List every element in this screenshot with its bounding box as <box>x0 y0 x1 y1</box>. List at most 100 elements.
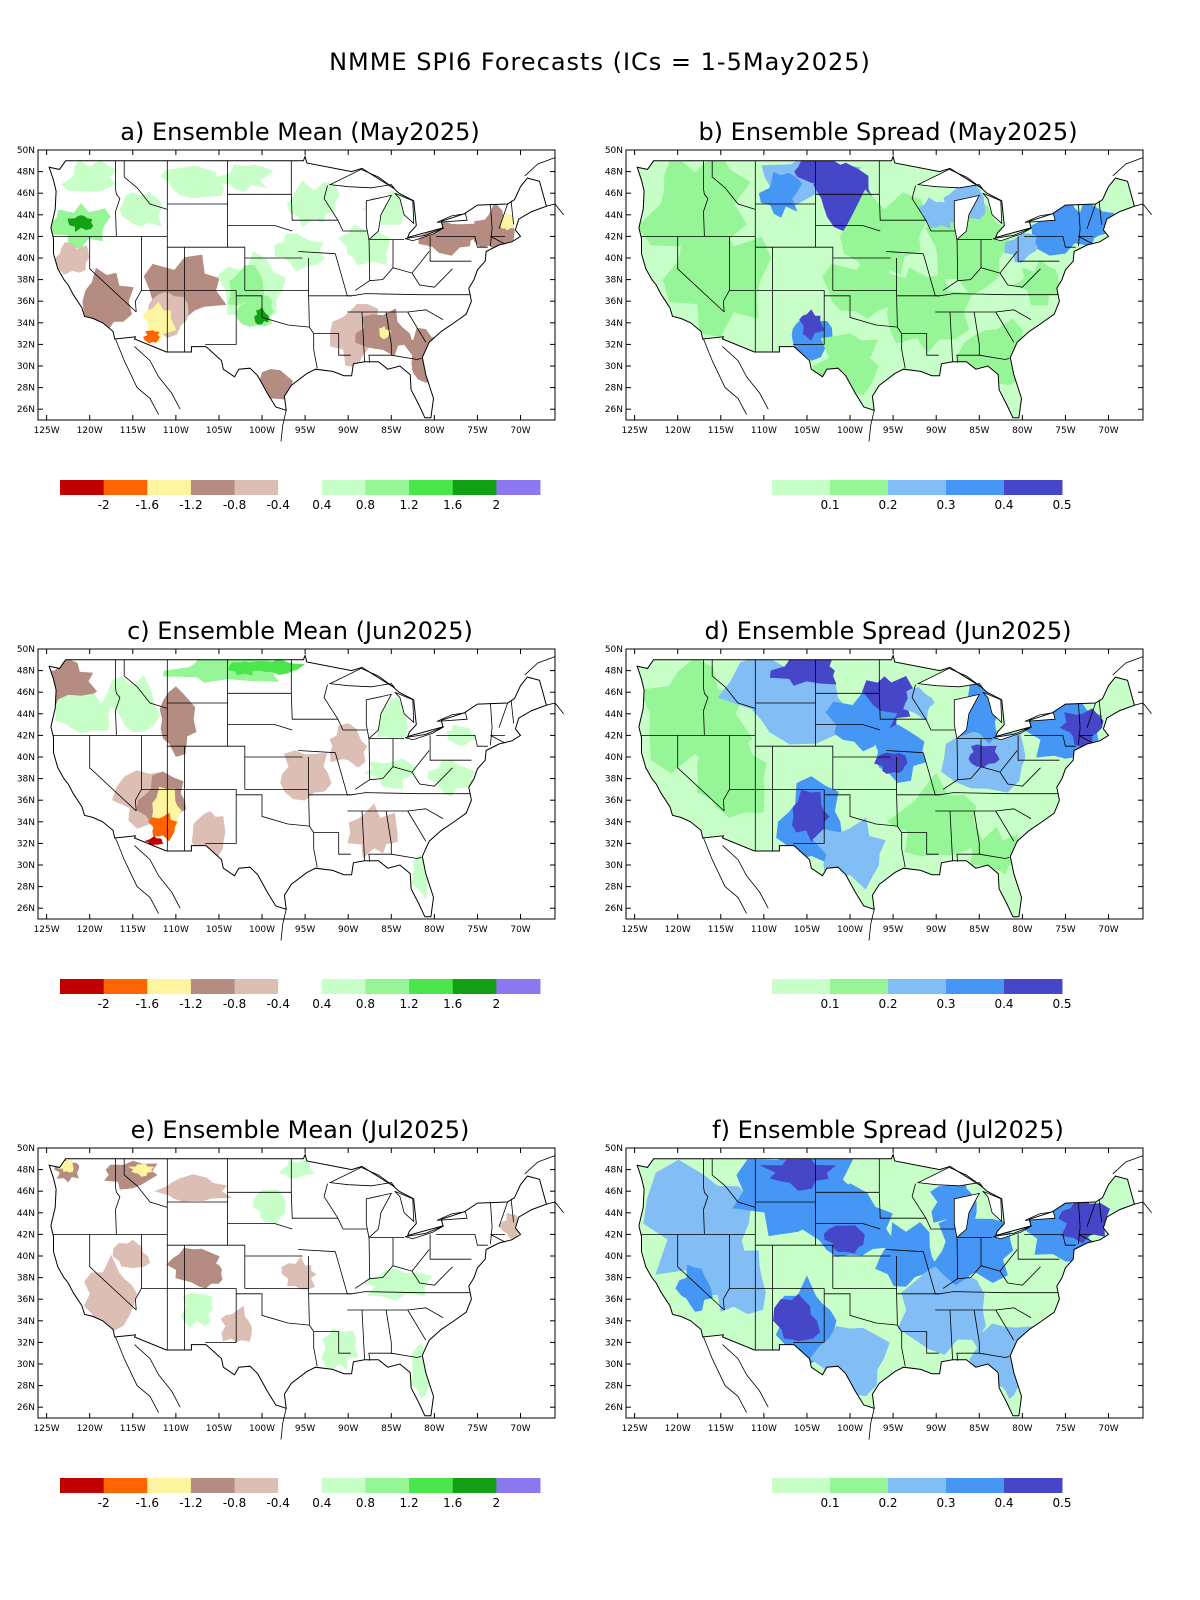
lon-tick-label: 105W <box>206 426 232 436</box>
shaded-region <box>637 156 751 248</box>
colorbar-swatch <box>190 979 236 994</box>
shaded-region <box>758 171 803 218</box>
colorbar-swatch <box>946 979 1005 994</box>
lat-tick-label: 46N <box>605 688 623 698</box>
colorbar-swatch <box>103 979 148 994</box>
lat-tick-label: 50N <box>605 645 623 655</box>
shaded-region <box>840 189 928 283</box>
colorbar-label: 2 <box>493 498 501 512</box>
lon-tick-label: 80W <box>1012 925 1032 935</box>
panel-title: c) Ensemble Mean (Jun2025) <box>127 617 473 645</box>
shaded-region <box>254 307 269 325</box>
lon-tick-label: 90W <box>926 426 946 436</box>
lon-tick-label: 105W <box>794 925 820 935</box>
lat-tick-label: 32N <box>17 340 35 350</box>
colorbar-swatch <box>234 979 279 994</box>
lat-tick-label: 46N <box>605 189 623 199</box>
lon-tick-label: 120W <box>665 925 691 935</box>
lat-tick-label: 34N <box>605 1317 623 1327</box>
lat-tick-label: 36N <box>605 1295 623 1305</box>
lon-tick-label: 110W <box>163 1424 189 1434</box>
lon-tick-label: 90W <box>926 1424 946 1434</box>
shaded-region <box>918 197 953 229</box>
lat-tick-label: 34N <box>17 818 35 828</box>
lon-tick-label: 75W <box>1055 925 1075 935</box>
lon-tick-label: 115W <box>120 925 146 935</box>
shaded-region <box>427 759 476 797</box>
colorbar-label: 0.1 <box>820 997 839 1011</box>
colorbar-swatch <box>147 979 192 994</box>
lon-tick-label: 120W <box>665 1424 691 1434</box>
panel-f-ensemble-spread-jul: f) Ensemble Spread (Jul2025) 125W 120W 115… <box>605 1116 1168 1556</box>
lat-tick-label: 32N <box>17 839 35 849</box>
shaded-region <box>154 1174 232 1202</box>
lon-tick-label: 75W <box>467 925 487 935</box>
colorbar-label: 1.2 <box>400 498 419 512</box>
lon-tick-label: 100W <box>249 925 275 935</box>
lat-tick-label: 38N <box>605 1274 623 1284</box>
lat-tick-label: 40N <box>605 1252 623 1262</box>
lat-tick-label: 42N <box>605 1230 623 1240</box>
colorbar-swatch <box>888 979 947 994</box>
shaded-region <box>473 202 515 255</box>
lat-tick-label: 36N <box>605 796 623 806</box>
lon-tick-label: 85W <box>969 426 989 436</box>
shaded-region <box>187 1259 223 1289</box>
colorbar-swatch <box>409 1478 454 1493</box>
colorbar-label: -2 <box>98 1496 110 1510</box>
lon-tick-label: 70W <box>1098 426 1118 436</box>
shaded-region <box>278 1159 315 1179</box>
colorbar-label: 0.8 <box>356 997 375 1011</box>
colorbar-swatch <box>103 1478 148 1493</box>
lon-tick-label: 110W <box>163 925 189 935</box>
colorbar-swatch <box>365 979 410 994</box>
colorbar-label: 0.2 <box>878 498 897 512</box>
colorbar-swatch <box>452 480 497 495</box>
lat-tick-label: 30N <box>17 362 35 372</box>
panel-title: e) Ensemble Mean (Jul2025) <box>130 1116 470 1144</box>
shaded-region <box>874 752 908 774</box>
lon-tick-label: 120W <box>665 426 691 436</box>
lon-tick-label: 75W <box>467 1424 487 1434</box>
shaded-region <box>770 655 837 686</box>
lon-tick-label: 100W <box>249 1424 275 1434</box>
lat-tick-label: 36N <box>17 1295 35 1305</box>
colorbar-swatch <box>365 480 410 495</box>
lat-tick-label: 38N <box>17 1274 35 1284</box>
colorbar-swatch <box>321 1478 366 1493</box>
panel-title: b) Ensemble Spread (May2025) <box>698 118 1078 146</box>
lon-tick-label: 100W <box>837 925 863 935</box>
shaded-region <box>112 1239 151 1269</box>
shaded-region <box>1058 1197 1110 1244</box>
lon-tick-label: 70W <box>1098 1424 1118 1434</box>
map-ensemble-mean-jul: 125W 120W 115W 110W 105W 100W 95W 90W 85W 80W 75W 7… <box>17 1144 564 1440</box>
colorbar-swatch <box>103 480 148 495</box>
lon-tick-label: 95W <box>295 426 315 436</box>
lat-tick-label: 26N <box>17 904 35 914</box>
lon-tick-label: 70W <box>510 426 530 436</box>
colorbar-label: -1.6 <box>136 997 159 1011</box>
lat-tick-label: 28N <box>605 384 623 394</box>
colorbar-label: 1.2 <box>400 997 419 1011</box>
lon-tick-label: 80W <box>1012 426 1032 436</box>
colorbar-swatch <box>278 1478 323 1493</box>
lon-tick-label: 90W <box>338 426 358 436</box>
colorbar-swatch <box>888 1478 947 1493</box>
colorbar-label: 0.1 <box>820 1496 839 1510</box>
colorbar-label: -0.8 <box>223 498 246 512</box>
lon-tick-label: 115W <box>708 1424 734 1434</box>
colorbar-swatch <box>496 480 541 495</box>
lon-tick-label: 95W <box>295 925 315 935</box>
lat-tick-label: 28N <box>17 883 35 893</box>
lat-tick-label: 48N <box>17 667 35 677</box>
lat-tick-label: 44N <box>17 1209 35 1219</box>
shaded-region <box>1014 259 1063 306</box>
shaded-region <box>287 180 340 228</box>
lat-tick-label: 42N <box>17 232 35 242</box>
colorbar-label: 0.4 <box>312 1496 331 1510</box>
map-ensemble-spread-jul: 125W 120W 115W 110W 105W 100W 95W 90W 85W 80W 75W 7… <box>605 1144 1152 1440</box>
shaded-region <box>886 772 983 857</box>
lat-tick-label: 50N <box>605 146 623 156</box>
lat-tick-label: 48N <box>17 1166 35 1176</box>
colorbar-swatch <box>946 1478 1005 1493</box>
